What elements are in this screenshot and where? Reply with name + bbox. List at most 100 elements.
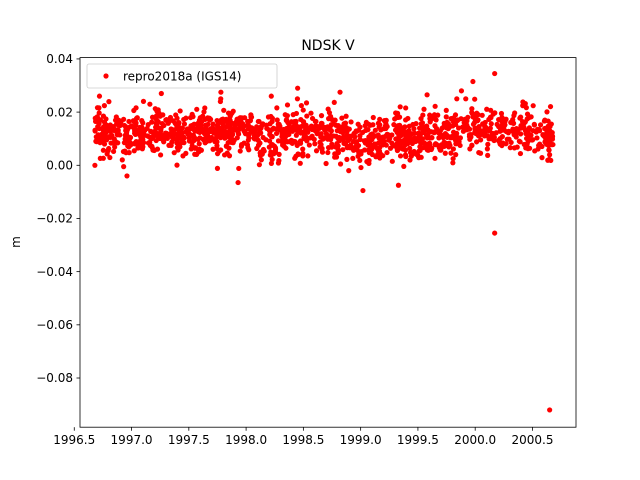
data-point bbox=[169, 139, 175, 145]
data-point bbox=[325, 149, 331, 156]
data-point bbox=[172, 120, 178, 126]
data-point bbox=[498, 110, 505, 117]
data-point bbox=[407, 157, 413, 163]
data-point bbox=[284, 102, 291, 108]
data-point bbox=[479, 112, 485, 118]
data-point bbox=[216, 148, 222, 154]
data-point bbox=[178, 125, 184, 131]
data-point bbox=[345, 145, 351, 151]
data-point bbox=[397, 139, 403, 146]
data-point bbox=[537, 122, 544, 128]
data-point bbox=[159, 120, 165, 127]
data-point bbox=[294, 142, 300, 149]
data-point bbox=[131, 148, 137, 154]
data-point bbox=[114, 127, 120, 133]
data-point-outlier bbox=[547, 407, 553, 413]
data-point bbox=[202, 105, 208, 111]
data-point bbox=[343, 113, 349, 119]
data-point bbox=[217, 98, 223, 105]
data-point bbox=[194, 106, 200, 112]
data-point bbox=[484, 106, 490, 112]
data-point bbox=[181, 121, 188, 127]
data-point bbox=[484, 146, 490, 152]
data-point bbox=[402, 147, 409, 153]
data-point bbox=[308, 110, 314, 116]
data-point bbox=[419, 120, 426, 126]
data-point bbox=[432, 155, 438, 161]
data-point bbox=[92, 128, 98, 134]
data-point bbox=[126, 118, 132, 125]
data-point bbox=[459, 124, 466, 130]
data-point bbox=[110, 127, 116, 133]
data-point bbox=[547, 152, 553, 158]
data-point bbox=[516, 138, 522, 144]
data-point bbox=[482, 119, 488, 126]
data-point bbox=[335, 123, 341, 129]
data-point bbox=[342, 121, 348, 127]
data-point bbox=[270, 125, 277, 131]
data-point bbox=[418, 115, 424, 122]
data-point bbox=[123, 124, 129, 130]
data-point bbox=[544, 109, 550, 115]
data-point bbox=[223, 143, 230, 149]
data-point bbox=[109, 132, 115, 139]
data-point bbox=[404, 139, 410, 145]
data-point bbox=[154, 121, 160, 127]
data-point bbox=[228, 120, 234, 126]
data-point bbox=[532, 148, 538, 154]
x-tick-label: 1997.5 bbox=[168, 433, 210, 447]
data-point bbox=[427, 115, 433, 122]
data-point bbox=[296, 125, 303, 131]
data-point bbox=[177, 133, 183, 139]
data-point bbox=[128, 140, 134, 146]
x-tick-label: 2000.5 bbox=[511, 433, 553, 447]
chart-title: NDSK V bbox=[301, 38, 355, 54]
y-axis-label: m bbox=[9, 236, 23, 248]
legend-label: repro2018a (IGS14) bbox=[123, 70, 241, 84]
data-point bbox=[226, 131, 233, 137]
data-point bbox=[195, 147, 201, 153]
data-point bbox=[230, 140, 236, 146]
data-point bbox=[458, 116, 464, 122]
data-point bbox=[491, 137, 497, 144]
data-point bbox=[450, 118, 456, 124]
data-point bbox=[518, 114, 524, 120]
legend-marker bbox=[103, 73, 109, 79]
data-point bbox=[145, 140, 151, 146]
data-point bbox=[174, 137, 180, 143]
data-point bbox=[358, 149, 364, 155]
data-point-outlier bbox=[124, 173, 130, 179]
data-point bbox=[112, 144, 118, 150]
plot-frame bbox=[79, 57, 577, 428]
data-point bbox=[372, 127, 378, 133]
data-point bbox=[300, 146, 306, 152]
data-point bbox=[148, 128, 154, 135]
data-point bbox=[96, 110, 102, 116]
data-point bbox=[499, 133, 505, 140]
data-point bbox=[425, 127, 431, 133]
data-point bbox=[496, 116, 502, 123]
data-point bbox=[283, 116, 290, 123]
data-point bbox=[508, 139, 514, 146]
data-point bbox=[487, 134, 493, 140]
data-point bbox=[365, 159, 371, 165]
data-point bbox=[472, 125, 478, 132]
data-point bbox=[131, 107, 137, 114]
x-tick-label: 1999.0 bbox=[340, 433, 382, 447]
data-point bbox=[271, 150, 278, 156]
data-point bbox=[331, 99, 337, 106]
data-point-outlier bbox=[92, 162, 98, 168]
data-point bbox=[533, 129, 539, 135]
data-point bbox=[153, 137, 159, 144]
data-point bbox=[319, 149, 326, 155]
data-point bbox=[502, 122, 508, 128]
data-point bbox=[168, 126, 174, 132]
data-point bbox=[488, 115, 494, 121]
data-point bbox=[103, 116, 109, 122]
data-point bbox=[528, 132, 534, 138]
data-point bbox=[365, 127, 371, 133]
data-point bbox=[319, 145, 325, 152]
data-point bbox=[269, 156, 275, 163]
data-point bbox=[424, 147, 430, 153]
data-point bbox=[432, 103, 438, 109]
